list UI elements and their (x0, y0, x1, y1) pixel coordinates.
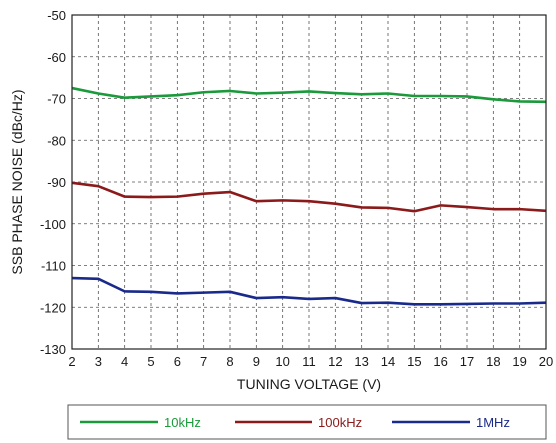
y-tick-label: -100 (40, 217, 66, 232)
series-line-1mhz (71, 276, 547, 306)
y-tick-labels: -50 -60 -70 -80 -90 -100 -110 -120 -130 (40, 8, 66, 357)
x-tick-label: 8 (226, 354, 233, 369)
x-tick-label: 19 (512, 354, 526, 369)
x-tick-label: 7 (200, 354, 207, 369)
y-tick-label: -90 (47, 175, 66, 190)
y-tick-label: -70 (47, 92, 66, 107)
x-tick-label: 17 (460, 354, 474, 369)
x-axis-title: TUNING VOLTAGE (V) (237, 376, 381, 392)
plot-frame (71, 14, 547, 350)
y-tick-label: -110 (41, 259, 66, 274)
y-tick-label: -80 (47, 133, 66, 148)
series-line-10khz (71, 86, 547, 104)
x-tick-label: 13 (354, 354, 368, 369)
y-tick-label: -120 (40, 300, 66, 315)
legend-label-1mhz: 1MHz (476, 415, 510, 430)
x-tick-label: 12 (328, 354, 342, 369)
x-tick-label: 15 (407, 354, 421, 369)
y-axis-title: SSB PHASE NOISE (dBc/Hz) (9, 89, 25, 274)
series-layer (71, 86, 547, 306)
x-tick-label: 3 (95, 354, 102, 369)
legend-label-10khz: 10kHz (164, 415, 201, 430)
x-tick-label: 4 (121, 354, 128, 369)
x-tick-label: 18 (486, 354, 500, 369)
series-line-100khz (71, 181, 547, 213)
x-tick-label: 2 (68, 354, 75, 369)
grid-lines (72, 15, 546, 349)
y-tick-label: -130 (40, 342, 66, 357)
legend-label-100khz: 100kHz (318, 415, 362, 430)
x-tick-label: 14 (381, 354, 395, 369)
x-tick-labels: 2 3 4 5 6 7 8 9 10 11 12 13 14 15 16 17 18 19 20 (68, 354, 553, 369)
x-tick-label: 6 (174, 354, 181, 369)
y-tick-label: -60 (47, 50, 66, 65)
y-tick-label: -50 (47, 8, 66, 23)
x-tick-label: 9 (253, 354, 260, 369)
x-tick-label: 10 (275, 354, 289, 369)
x-tick-label: 11 (302, 354, 316, 369)
x-tick-label: 20 (539, 354, 553, 369)
x-tick-label: 5 (147, 354, 154, 369)
x-tick-label: 16 (433, 354, 447, 369)
legend: 10kHz 100kHz 1MHz (67, 404, 547, 440)
